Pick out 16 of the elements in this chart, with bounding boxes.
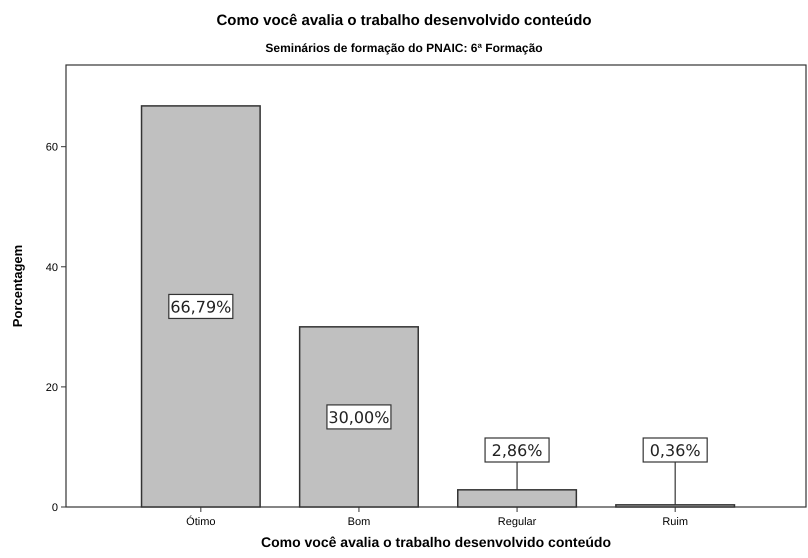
chart-subtitle: Seminários de formação do PNAIC: 6ª Formação [265,41,543,55]
x-tick-label: Bom [348,516,370,528]
y-axis-title: Porcentagem [10,244,25,328]
x-tick-label: Ruim [662,516,688,528]
data-label: 30,00% [328,408,390,427]
data-label: 0,36% [650,441,701,460]
data-label: 2,86% [492,441,542,460]
x-tick-label: Ótimo [186,515,216,528]
y-tick-label: 0 [52,502,58,514]
y-tick-label: 60 [46,142,58,154]
data-label: 66,79% [170,297,232,316]
x-tick-label: Regular [498,516,537,528]
x-axis-title: Como você avalia o trabalho desenvolvido conteúdo [260,534,612,550]
chart-title: Como você avalia o trabalho desenvolvido conteúdo [216,12,592,29]
y-tick-label: 20 [46,382,58,394]
y-tick-label: 40 [46,262,58,274]
